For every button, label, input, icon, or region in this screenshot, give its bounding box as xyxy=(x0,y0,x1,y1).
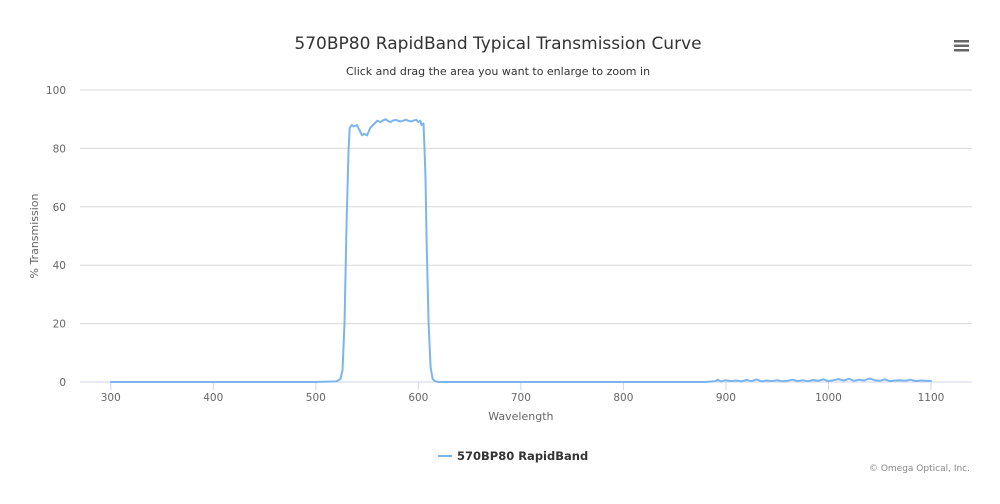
chart-menu-button[interactable] xyxy=(948,34,974,56)
y-tick-label: 100 xyxy=(46,85,66,97)
x-tick-label: 900 xyxy=(716,392,736,404)
y-tick-label: 80 xyxy=(53,143,66,155)
x-tick-label: 400 xyxy=(203,392,223,404)
x-axis-ticks: 300 400 500 600 700 800 900 1000 1100 xyxy=(101,382,945,404)
x-tick-label: 600 xyxy=(408,392,428,404)
chart-subtitle: Click and drag the area you want to enla… xyxy=(346,65,650,78)
credits-link[interactable]: © Omega Optical, Inc. xyxy=(869,464,970,474)
y-tick-label: 0 xyxy=(59,377,66,389)
x-tick-label: 800 xyxy=(613,392,633,404)
chart-title: 570BP80 RapidBand Typical Transmission C… xyxy=(294,34,701,54)
y-tick-label: 60 xyxy=(53,202,66,214)
x-tick-label: 1000 xyxy=(815,392,842,404)
y-axis-ticks: 0 20 40 60 80 100 xyxy=(46,85,66,389)
x-axis-title: Wavelength xyxy=(488,410,553,423)
series-layer[interactable] xyxy=(109,118,932,383)
series-line-0[interactable] xyxy=(109,118,932,383)
y-tick-label: 20 xyxy=(53,319,66,331)
legend-item[interactable]: 570BP80 RapidBand xyxy=(438,449,588,463)
x-tick-label: 300 xyxy=(101,392,121,404)
x-tick-label: 700 xyxy=(511,392,531,404)
legend-label: 570BP80 RapidBand xyxy=(457,449,588,463)
x-tick-label: 500 xyxy=(306,392,326,404)
y-tick-label: 40 xyxy=(53,260,66,272)
hamburger-menu-icon xyxy=(954,40,969,52)
x-tick-label: 1100 xyxy=(918,392,945,404)
y-axis-title: % Transmission xyxy=(28,193,41,278)
grid-lines xyxy=(80,89,972,325)
